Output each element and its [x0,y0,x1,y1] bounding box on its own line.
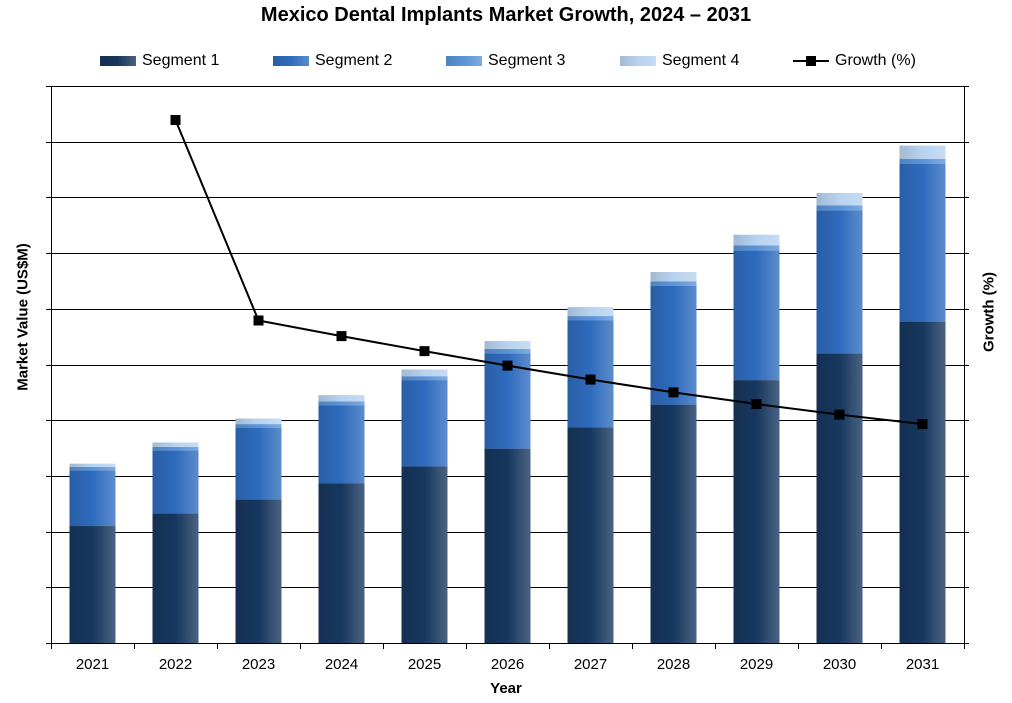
bar-segment-1 [484,448,531,643]
bar-segment-4 [650,272,697,282]
bar-segment-1 [235,499,282,643]
bar-segment-4 [567,307,614,317]
legend-item-segment-3: Segment 3 [446,50,565,72]
legend-swatch-segment-1 [100,56,136,66]
bar-segment-2 [401,380,448,467]
legend-item-segment-2: Segment 2 [273,50,392,72]
bar-segment-3 [733,245,780,251]
bar-segment-2 [69,470,116,527]
x-tick-label: 2023 [242,656,275,673]
x-tick-label: 2029 [740,656,773,673]
bar-segment-1 [152,513,199,643]
legend-label-segment-2: Segment 2 [315,52,393,69]
legend-line-growth [793,56,829,66]
bar-segment-3 [650,281,697,286]
bar-segment-3 [899,158,946,164]
x-tick-label: 2031 [906,656,939,673]
x-tick-label: 2024 [325,656,358,673]
legend-label-segment-3: Segment 3 [488,52,566,69]
bar-segment-4 [318,395,365,402]
bar-segment-1 [318,483,365,643]
bar-segment-3 [567,316,614,321]
growth-point [419,346,430,357]
bar-segment-2 [567,320,614,428]
legend-swatch-segment-2 [273,56,309,66]
bar-segment-1 [816,353,863,643]
legend-swatch-segment-4 [620,56,656,66]
bar-segment-2 [899,163,946,322]
bar-segment-1 [650,404,697,643]
growth-point [751,399,762,410]
x-axis-label: Year [490,680,522,697]
legend-swatch-segment-3 [446,56,482,66]
bar-segment-3 [401,376,448,381]
bar-segment-2 [816,210,863,354]
bar-segment-2 [318,405,365,484]
bar-segment-2 [152,450,199,514]
bar-segment-3 [318,401,365,406]
bar-segment-2 [650,285,697,405]
bar-segment-4 [816,192,863,206]
bar-segment-1 [899,321,946,643]
growth-point [834,409,845,420]
growth-point [668,387,679,398]
x-tick-label: 2022 [159,656,192,673]
growth-point [917,419,928,430]
growth-point [170,114,181,125]
bar-segment-4 [152,442,199,447]
bar-segment-4 [484,341,531,349]
x-tick-label: 2021 [76,656,109,673]
legend: Segment 1 Segment 2 Segment 3 Segment 4 … [0,50,1012,72]
growth-point [502,360,513,371]
growth-point [585,374,596,385]
bar-segment-4 [69,463,116,467]
bar-segment-2 [235,427,282,500]
growth-point [253,315,264,326]
legend-item-segment-1: Segment 1 [100,50,219,72]
legend-item-segment-4: Segment 4 [620,50,739,72]
bar-segment-3 [484,348,531,354]
bar-segment-2 [733,250,780,381]
bar-segment-4 [235,418,282,425]
bar-segment-3 [69,466,116,471]
x-tick-label: 2026 [491,656,524,673]
chart-title: Mexico Dental Implants Market Growth, 20… [260,4,752,26]
x-tick-label: 2027 [574,656,607,673]
legend-label-segment-1: Segment 1 [142,52,220,69]
bar-segment-1 [401,466,448,643]
bar-segment-3 [235,424,282,428]
bar-segment-3 [816,205,863,211]
legend-item-growth: Growth (%) [793,50,916,72]
bar-segment-1 [69,526,116,643]
legend-label-growth: Growth (%) [835,52,916,69]
bar-segment-1 [733,380,780,643]
bar-segment-4 [899,145,946,159]
bar-segment-4 [733,234,780,246]
legend-label-segment-4: Segment 4 [662,52,740,69]
x-tick-label: 2025 [408,656,441,673]
bar-segment-1 [567,427,614,643]
growth-line [174,119,923,426]
x-tick-label: 2030 [823,656,856,673]
bar-segment-3 [152,446,199,451]
bar-segment-4 [401,369,448,377]
x-tick-label: 2028 [657,656,690,673]
growth-point [336,331,347,342]
